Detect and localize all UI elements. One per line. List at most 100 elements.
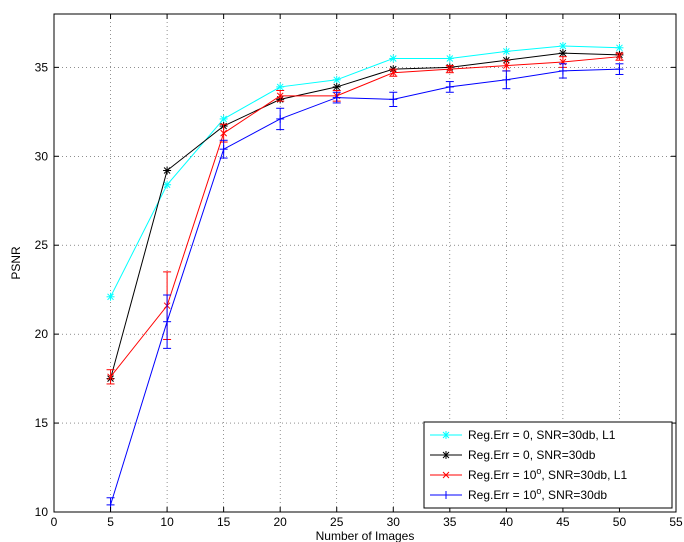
axis-ticks: 0 5 10 15 20 25 30 35 40 45 50 55 10 15 20 25 30 35: [35, 14, 683, 529]
data-point-stroke: [389, 69, 397, 77]
legend-label-part: Reg.Err = 0, SNR=30db: [468, 448, 596, 462]
data-point-stroke: [163, 181, 171, 189]
data-point-stroke: [559, 42, 567, 50]
data-point-stroke: [107, 293, 114, 301]
legend-label-part: Reg.Err = 10: [468, 468, 537, 482]
data-point: [276, 82, 285, 91]
data-point: [219, 114, 228, 123]
data-point-stroke: [220, 115, 227, 123]
series-line: [110, 45, 620, 298]
legend-label-part: Reg.Err = 10: [468, 488, 537, 502]
y-tick-label: 35: [35, 60, 49, 74]
x-tick-label: 15: [217, 515, 231, 529]
data-point: [106, 292, 115, 301]
plot-frame: [53, 13, 677, 513]
series-3: [106, 52, 624, 385]
y-tick-label: 10: [35, 505, 49, 519]
x-tick-label: 30: [387, 515, 401, 529]
x-tick-label: 50: [613, 515, 627, 529]
data-point-stroke: [276, 92, 284, 100]
data-point: [389, 69, 397, 77]
data-point-stroke: [446, 65, 454, 73]
data-point: [276, 92, 284, 100]
grid-lines: [54, 14, 676, 512]
x-tick-label: 40: [500, 515, 514, 529]
data-point-stroke: [107, 373, 114, 381]
data-point-stroke: [163, 167, 171, 174]
legend-box: [423, 421, 673, 509]
legend-marker: [442, 471, 450, 479]
data-point: [332, 75, 341, 84]
x-tick-label: 25: [330, 515, 344, 529]
data-point: [220, 129, 227, 137]
data-point-stroke: [333, 76, 341, 84]
x-tick-label: 35: [443, 515, 457, 529]
series-line: [110, 56, 620, 378]
data-point-stroke: [503, 62, 510, 69]
x-tick-label: 55: [669, 515, 683, 529]
data-point: [558, 49, 567, 58]
legend-marker: [442, 451, 450, 459]
data-point: [389, 54, 398, 63]
legend: Reg.Err = 0, SNR=30db, L1 Reg.Err = 0, SN…: [423, 421, 673, 509]
series-2: [106, 49, 624, 383]
legend-item: Reg.Err = 0, SNR=30db: [430, 448, 596, 462]
legend-marker: [442, 431, 450, 439]
data-point: [445, 54, 454, 63]
x-tick-label: 5: [107, 515, 114, 529]
legend-item: Reg.Err = 10o, SNR=30db: [430, 486, 607, 502]
legend-label: Reg.Err = 10o, SNR=30db: [468, 486, 607, 502]
x-tick-label: 10: [160, 515, 174, 529]
x-tick-label: 0: [51, 515, 58, 529]
legend-marker: [442, 491, 450, 499]
data-point-stroke: [616, 44, 623, 52]
data-point: [163, 180, 172, 189]
x-tick-label: 20: [274, 515, 288, 529]
data-point-stroke: [333, 83, 341, 91]
data-point: [558, 66, 567, 75]
data-point: [558, 42, 567, 51]
data-point: [163, 166, 172, 175]
data-point: [616, 53, 623, 61]
x-axis-label: Number of Images: [316, 529, 415, 542]
data-point-stroke: [276, 83, 284, 91]
legend-label: Reg.Err = 0, SNR=30db: [468, 448, 596, 462]
data-point: [615, 65, 624, 74]
x-tick-label: 45: [556, 515, 570, 529]
legend-label-superscript: o: [536, 486, 541, 496]
data-point: [389, 95, 398, 104]
series-1: [106, 42, 624, 301]
series-line: [110, 52, 620, 379]
data-point: [503, 62, 510, 69]
legend-item: Reg.Err = 10o, SNR=30db, L1: [430, 466, 627, 482]
y-tick-label: 25: [35, 238, 49, 252]
legend-marker-stroke: [442, 471, 450, 479]
legend-label-superscript: o: [536, 466, 541, 476]
y-axis-label: PSNR: [9, 246, 23, 280]
data-point: [276, 114, 285, 123]
legend-marker-stroke: [442, 431, 450, 439]
data-point: [445, 82, 454, 91]
data-point: [502, 75, 511, 84]
data-point: [163, 317, 172, 326]
data-point: [107, 373, 114, 381]
legend-label: Reg.Err = 0, SNR=30db, L1: [468, 428, 616, 442]
data-point-stroke: [616, 53, 623, 61]
legend-label-part: , SNR=30db: [541, 488, 607, 502]
series-line: [110, 68, 620, 506]
legend-label-part: , SNR=30db, L1: [541, 468, 627, 482]
data-point: [615, 43, 624, 52]
y-tick-label: 20: [35, 327, 49, 341]
data-point: [446, 65, 454, 73]
data-point-stroke: [559, 49, 567, 57]
data-point: [332, 93, 341, 102]
data-point-stroke: [389, 55, 397, 62]
y-tick-label: 15: [35, 416, 49, 430]
series-4: [106, 63, 624, 513]
legend-label-part: Reg.Err = 0, SNR=30db, L1: [468, 428, 616, 442]
data-point: [332, 82, 341, 91]
legend-label: Reg.Err = 10o, SNR=30db, L1: [468, 466, 627, 482]
y-tick-label: 30: [35, 149, 49, 163]
